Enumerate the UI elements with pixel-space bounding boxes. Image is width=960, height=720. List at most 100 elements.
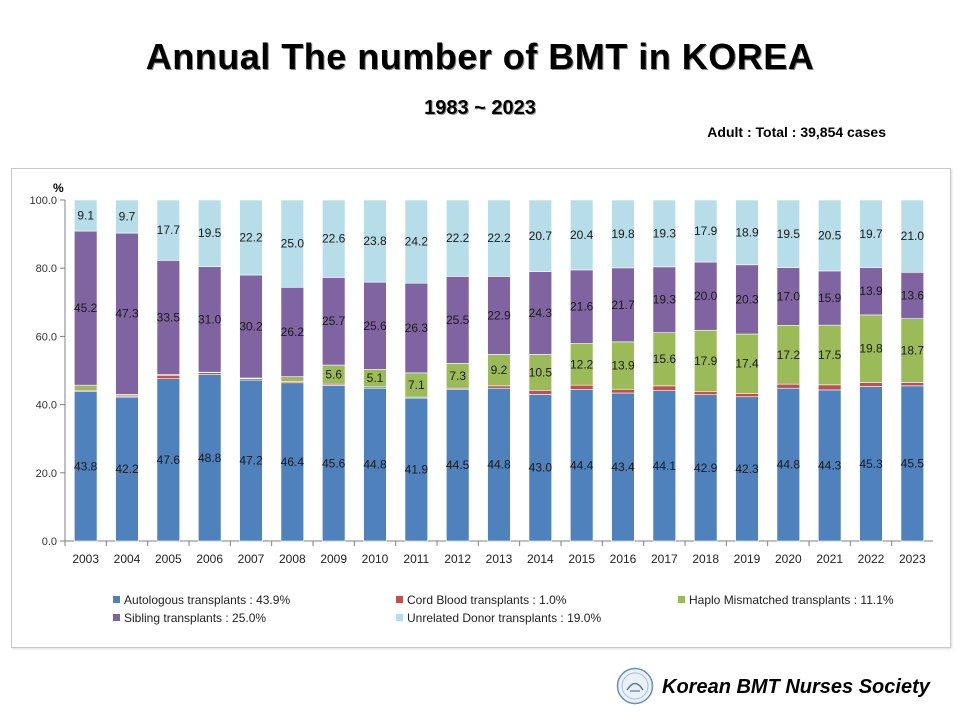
data-label: 47.6 (157, 453, 181, 467)
data-label: 21.6 (570, 300, 594, 314)
data-label: 17.9 (694, 224, 718, 238)
bar-segment (487, 199, 511, 277)
bar-segment (652, 199, 677, 268)
page-subtitle: 1983 ~ 2023 (424, 97, 536, 119)
data-label: 13.9 (859, 284, 883, 298)
organization-name: Korean BMT Nurses Society (662, 676, 930, 698)
y-tick-label: 60.0 (36, 331, 57, 343)
data-label: 31.0 (198, 312, 222, 326)
legend-label: Cord Blood transplants : 1.0% (407, 593, 567, 607)
data-label: 18.9 (735, 225, 759, 239)
bar-segment (776, 199, 801, 268)
data-label: 25.6 (363, 319, 387, 333)
bar-segment (652, 385, 677, 391)
legend-label: Haplo Mismatched transplants : 11.1% (689, 593, 894, 607)
data-label: 22.2 (446, 231, 470, 245)
data-label: 20.3 (735, 292, 759, 306)
data-label: 44.1 (653, 459, 677, 473)
bar-segment (73, 384, 98, 391)
data-label: 44.5 (446, 458, 470, 472)
data-label: 26.2 (281, 325, 305, 339)
data-label: 45.6 (322, 456, 346, 470)
data-label: 44.3 (818, 458, 842, 472)
data-label: 45.3 (859, 457, 883, 471)
data-label: 17.2 (777, 348, 801, 362)
chart-legend: Autologous transplants : 43.9% Cord Blood… (113, 593, 894, 625)
data-label: 30.2 (239, 320, 263, 334)
data-label: 17.0 (777, 290, 801, 304)
bar-segment (239, 199, 263, 276)
data-label: 20.7 (529, 229, 553, 243)
data-label: 20.5 (818, 228, 842, 242)
data-label: 25.0 (281, 237, 305, 251)
x-tick-label: 2011 (403, 552, 429, 566)
data-label: 44.8 (363, 458, 387, 472)
data-label: 21.7 (611, 298, 635, 312)
data-label: 25.7 (322, 314, 346, 328)
legend-label: Unrelated Donor transplants : 19.0% (407, 611, 601, 625)
legend-swatch (113, 596, 120, 603)
data-label: 48.8 (198, 451, 222, 465)
data-label: 43.8 (74, 459, 98, 473)
bar-segment (280, 199, 305, 288)
data-label: 41.9 (405, 463, 429, 477)
bar-segment (569, 199, 594, 271)
data-label: 44.4 (570, 458, 594, 472)
data-label: 12.2 (570, 357, 594, 371)
data-label: 42.3 (735, 462, 759, 476)
legend-label: Autologous transplants : 43.9% (124, 593, 290, 607)
bar-segment (817, 384, 842, 391)
x-tick-label: 2022 (858, 552, 885, 566)
data-label: 47.3 (115, 307, 139, 321)
data-label: 42.2 (115, 462, 139, 476)
bar-segment (280, 376, 305, 382)
chart-bars (73, 199, 925, 542)
x-tick-label: 2007 (238, 552, 265, 566)
chart-data-labels: 43.8 45.2 9.1 42.2 47.3 9.7 47.6 33.5 17.7 48.8 31… (74, 209, 924, 477)
data-label: 19.3 (653, 293, 677, 307)
data-label: 24.2 (405, 235, 429, 249)
bar-segment (611, 388, 635, 394)
data-label: 13.9 (611, 359, 635, 373)
y-tick-label: 40.0 (36, 400, 57, 412)
bar-segment (735, 393, 759, 398)
x-tick-label: 2005 (155, 552, 182, 566)
bar-segment (817, 199, 842, 272)
legend-swatch (113, 614, 120, 621)
bar-segment (776, 383, 801, 389)
bar-segment (73, 199, 98, 232)
bar-segment (321, 199, 346, 278)
page-title: Annual The number of BMT in KOREA (145, 36, 815, 77)
bar-segment (735, 199, 759, 266)
x-tick-label: 2019 (734, 552, 761, 566)
bar-segment (569, 384, 594, 390)
data-label: 20.0 (694, 289, 718, 303)
data-label: 33.5 (157, 310, 181, 324)
x-tick-label: 2016 (610, 552, 637, 566)
bar-segment (198, 372, 222, 375)
data-label: 44.8 (777, 458, 801, 472)
data-label: 9.7 (119, 210, 136, 224)
bar-segment (900, 382, 925, 387)
data-label: 13.6 (901, 288, 925, 302)
y-tick-label: 80.0 (36, 263, 57, 275)
data-label: 9.2 (491, 363, 508, 377)
y-tick-label: 0.0 (42, 536, 57, 548)
data-label: 7.1 (408, 378, 425, 392)
legend-swatch (678, 596, 685, 603)
data-label: 19.5 (198, 226, 222, 240)
data-label: 42.9 (694, 461, 718, 475)
data-label: 45.5 (901, 456, 925, 470)
bar-segment (611, 199, 635, 269)
legend-label: Sibling transplants : 25.0% (124, 611, 266, 625)
bar-segment (115, 199, 139, 234)
data-label: 15.9 (818, 291, 842, 305)
total-cases-label: Adult : Total : 39,854 cases (707, 124, 886, 140)
bar-segment (198, 199, 222, 267)
data-label: 19.5 (777, 227, 801, 241)
data-label: 5.1 (367, 371, 384, 385)
data-label: 43.0 (529, 461, 553, 475)
bar-segment (445, 199, 470, 277)
data-label: 22.9 (487, 308, 511, 322)
bar-segment (156, 199, 180, 261)
